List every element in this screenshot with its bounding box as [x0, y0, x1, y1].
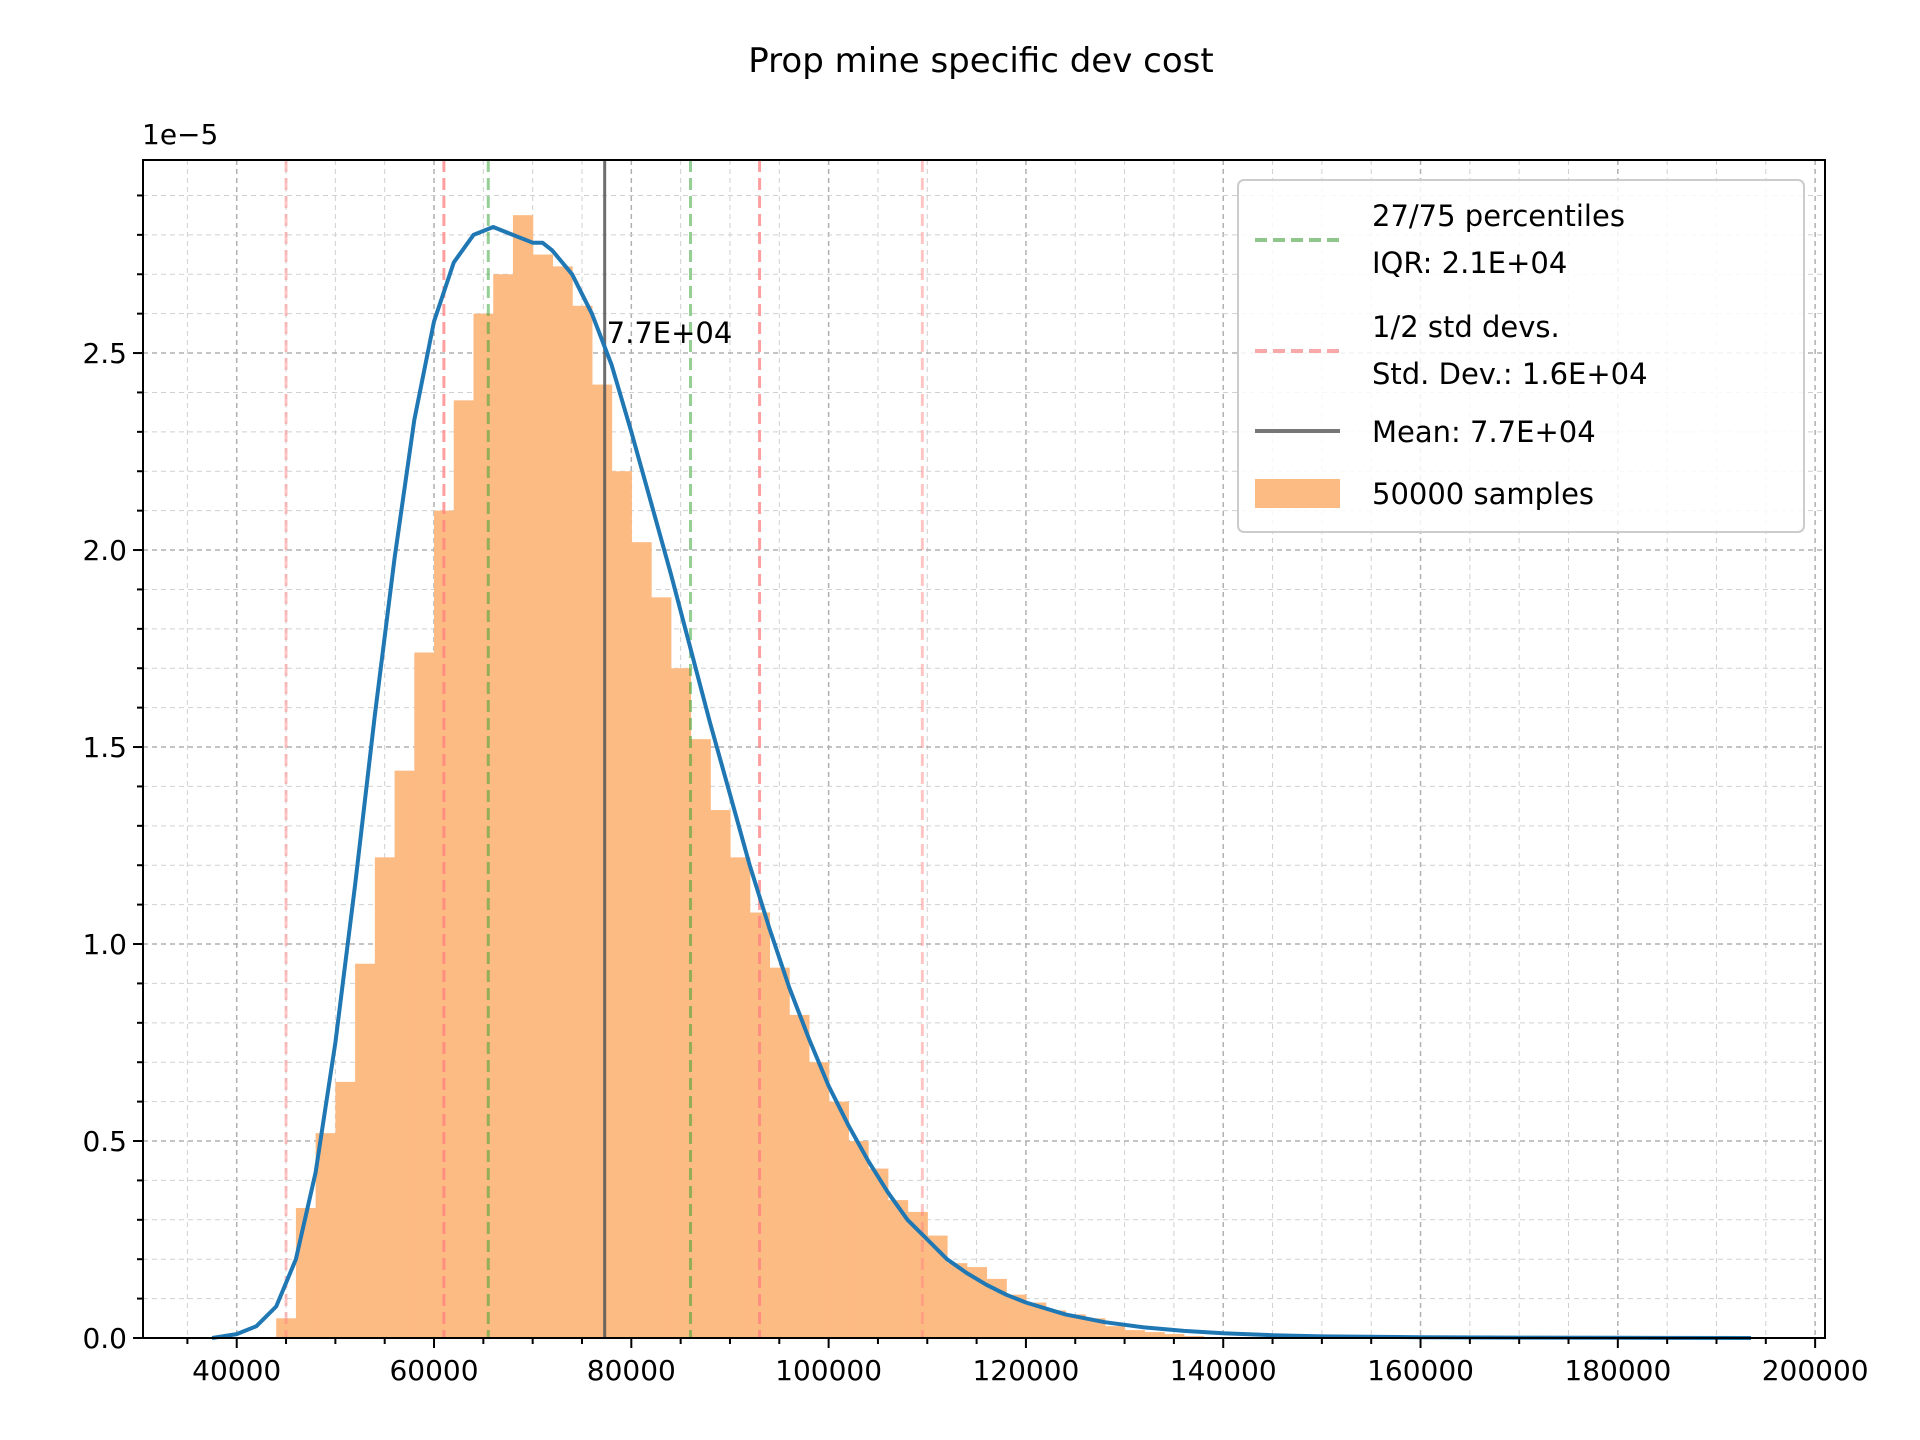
histogram-bar [966, 1267, 988, 1338]
legend-sublabel: Std. Dev.: 1.6E+04 [1372, 357, 1648, 391]
x-tick-label: 100000 [775, 1354, 882, 1387]
histogram-bar [591, 384, 613, 1338]
histogram-bar [512, 215, 534, 1338]
x-tick-label: 160000 [1367, 1354, 1474, 1387]
histogram-bar [453, 400, 475, 1338]
histogram-bar [887, 1200, 909, 1338]
histogram-bar [828, 1101, 849, 1338]
y-tick-label: 2.5 [82, 337, 127, 370]
histogram-bar [789, 1014, 810, 1338]
y-tick-label: 1.5 [82, 731, 127, 764]
histogram-bar [710, 810, 731, 1338]
x-tick-label: 40000 [192, 1354, 281, 1387]
histogram-bar [611, 471, 632, 1338]
mean-annotation: 7.7E+04 [607, 316, 733, 350]
histogram-bar [374, 857, 396, 1338]
legend-label: Mean: 7.7E+04 [1372, 415, 1596, 449]
histogram-bar [1144, 1332, 1165, 1338]
histogram-bar [769, 967, 790, 1338]
axis-ticks: 40000 60000 80000 100000 120000 140000 160000 1… [82, 194, 1869, 1387]
histogram-bar [907, 1211, 928, 1338]
histogram-bar [1164, 1334, 1185, 1338]
x-tick-label: 120000 [972, 1354, 1079, 1387]
histogram-bar [552, 266, 573, 1339]
legend: 27/75 percentiles IQR: 2.1E+04 1/2 std dev… [1237, 179, 1805, 533]
y-tick-label: 0.5 [82, 1125, 127, 1158]
legend-box [1237, 179, 1805, 533]
fit-curve [211, 225, 1752, 1340]
histogram-bar [335, 1081, 356, 1338]
histogram-bar [1124, 1330, 1145, 1338]
x-tick-label: 200000 [1762, 1354, 1869, 1387]
histogram-bar [1065, 1314, 1086, 1338]
histogram-bar [473, 313, 494, 1339]
histogram-bar [493, 274, 514, 1339]
histogram-bar [355, 963, 376, 1338]
histogram-bars [276, 215, 1205, 1339]
histogram-bar [1045, 1310, 1066, 1338]
reference-lines [284, 160, 924, 1338]
legend-label: 27/75 percentiles [1372, 199, 1625, 233]
x-tick-label: 60000 [389, 1354, 478, 1387]
histogram-bar [690, 739, 711, 1338]
histogram-bar [1104, 1326, 1126, 1338]
histogram-bar [729, 857, 751, 1338]
legend-swatch-patch [1255, 479, 1340, 508]
y-tick-label: 2.0 [82, 534, 127, 567]
y-tick-label: 0.0 [82, 1322, 127, 1355]
histogram-bar [651, 597, 672, 1338]
histogram-bar [808, 1062, 830, 1338]
x-tick-label: 180000 [1564, 1354, 1671, 1387]
legend-label: 50000 samples [1372, 477, 1594, 511]
histogram-bar [631, 542, 652, 1338]
histogram-bar [927, 1235, 948, 1338]
histogram-bar [295, 1207, 317, 1338]
histogram-bar [394, 770, 415, 1338]
y-tick-label: 1.0 [82, 928, 127, 961]
histogram-bar [414, 652, 435, 1338]
legend-sublabel: IQR: 2.1E+04 [1372, 246, 1567, 280]
x-tick-label: 140000 [1170, 1354, 1277, 1387]
chart-title: Prop mine specific dev cost [748, 41, 1213, 81]
histogram-bar [532, 254, 554, 1339]
histogram-bar [670, 668, 692, 1338]
grid [143, 160, 1825, 1338]
histogram-bar [276, 1318, 297, 1338]
axes-frame [142, 159, 1826, 1339]
histogram-bar [848, 1141, 869, 1338]
histogram-bar [1025, 1302, 1047, 1338]
legend-label: 1/2 std devs. [1372, 310, 1560, 344]
fit-curve-group [211, 225, 1752, 1340]
histogram-bar [947, 1263, 968, 1338]
x-tick-label: 80000 [587, 1354, 676, 1387]
y-scale-label: 1e−5 [142, 118, 218, 151]
histogram-bar [315, 1133, 336, 1338]
histogram-bar [572, 305, 593, 1338]
histogram-bar [1006, 1294, 1027, 1338]
histogram-bar [868, 1168, 889, 1338]
